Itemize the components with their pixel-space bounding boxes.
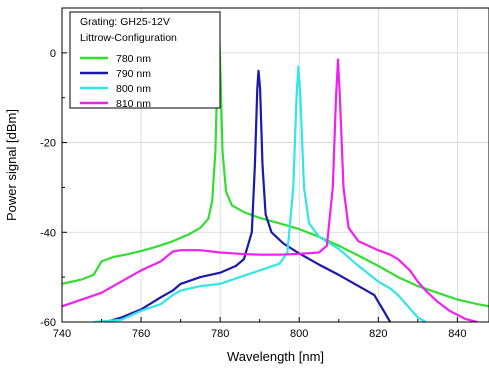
legend-header-config: Littrow-Configuration — [80, 32, 177, 44]
legend-label: 790 nm — [116, 68, 151, 80]
legend-entries: 780 nm 790 nm 800 nm 810 nm — [80, 53, 151, 110]
y-tick-label: 0 — [50, 48, 56, 60]
x-tick-label: 840 — [448, 328, 466, 340]
y-axis-label: Power signal [dBm] — [4, 109, 19, 221]
series-line-790-nm — [105, 69, 392, 322]
y-tick-label: -40 — [40, 227, 56, 239]
x-tick-label: 820 — [369, 328, 387, 340]
series-line-800-nm — [93, 65, 427, 322]
series-line-780-nm — [62, 24, 489, 308]
x-tick-label: 800 — [290, 328, 308, 340]
legend-header-grating: Grating: GH25-12V — [80, 16, 170, 28]
x-tick-label: 780 — [211, 328, 229, 340]
legend-label: 810 nm — [116, 98, 151, 110]
series-line-810-nm — [62, 58, 478, 322]
axis-ticks: 740 760 780 800 820 840 0 -20 -40 -60 — [40, 48, 466, 340]
x-tick-label: 760 — [132, 328, 150, 340]
legend-box — [69, 11, 221, 109]
x-axis-label: Wavelength [nm] — [227, 349, 324, 364]
legend-label: 780 nm — [116, 53, 151, 65]
x-tick-label: 740 — [53, 328, 71, 340]
plot-frame — [61, 7, 489, 323]
legend-label: 800 nm — [116, 83, 151, 95]
plot-series — [62, 24, 489, 322]
legend: Grating: GH25-12V Littrow-Configuration … — [69, 11, 221, 110]
y-tick-label: -60 — [40, 317, 56, 329]
y-tick-label: -20 — [40, 138, 56, 150]
